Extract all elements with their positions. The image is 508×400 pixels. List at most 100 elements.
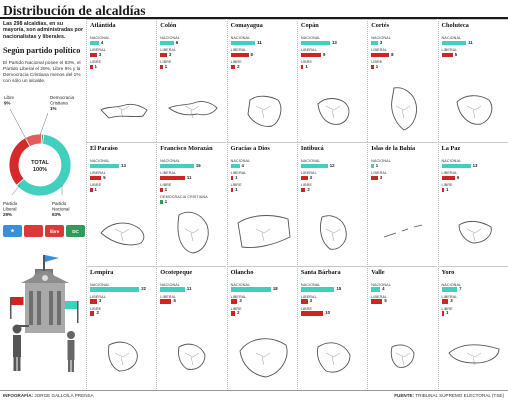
party-row-liberal: LIBERAL 5: [160, 295, 226, 306]
map-inner-lines: [466, 229, 481, 242]
department-map-icon: [316, 341, 351, 372]
donut-subtitle: Según partido político: [3, 46, 81, 55]
department-cell: La Paz NACIONAL 13 LIBERAL 6 LIBRE 1: [437, 142, 508, 266]
bar-nacional: [230, 40, 256, 45]
page-title: Distribución de alcaldías: [3, 3, 146, 18]
party-label: LIBERAL: [230, 48, 247, 52]
bar-libre: [90, 64, 93, 69]
bar-nacional: [160, 40, 174, 45]
bar-liberal: [300, 299, 308, 304]
party-label: NACIONAL: [230, 159, 251, 164]
bar-liberal: [441, 299, 449, 304]
map-outline: [178, 343, 206, 370]
bar-value: 11: [468, 39, 473, 45]
party-row-nacional: NACIONAL 18: [230, 283, 297, 294]
bar-value: 13: [472, 162, 478, 168]
donut-label-nacional-text: Partido: [52, 201, 67, 206]
bar-liberal: [230, 175, 234, 181]
party-label: LIBRE: [441, 306, 453, 311]
title-rule: [0, 17, 508, 19]
bar-liberal: [300, 52, 322, 57]
department-map-icon: [237, 215, 291, 249]
bar-value: 22: [141, 286, 147, 292]
department-cell: Valle NACIONAL 4 LIBERAL 5: [367, 265, 438, 389]
party-row-nacional: NACIONAL 15: [160, 159, 226, 170]
department-map-icon: [384, 224, 423, 238]
bar-liberal: [371, 299, 383, 304]
party-row-libre: LIBRE 2: [90, 307, 156, 318]
bar-value: 1: [375, 63, 379, 69]
department-cell: Colón NACIONAL 6 LIBERAL 3 LIBRE 1: [156, 19, 227, 142]
party-label: LIBERAL: [160, 294, 177, 299]
bar-libre: [230, 64, 236, 69]
intro-text: Las 298 alcaldías, en su mayoría, son ad…: [3, 21, 84, 40]
bar-value: 1: [235, 186, 238, 192]
bar-nacional: [90, 287, 140, 292]
party-label: LIBERAL: [160, 171, 177, 176]
bar-value: 10: [325, 310, 331, 316]
bar-value: 4: [100, 39, 104, 45]
department-cell: Ocotepeque NACIONAL 11 LIBERAL 5: [156, 265, 227, 389]
map-outline: [247, 95, 281, 127]
department-name: Olancho: [230, 268, 254, 276]
libre-flag-icon: libre: [45, 225, 64, 237]
department-cell: Cortés NACIONAL 3 LIBERAL 8 LIBRE 1: [367, 19, 438, 142]
bar-value: 3: [450, 298, 453, 304]
party-row-nacional: NACIONAL 13: [90, 159, 156, 170]
department-name: La Paz: [441, 145, 461, 153]
bar-value: 15: [195, 162, 201, 168]
credit-name: JORGE GALLO/LA PRENSA: [34, 393, 94, 398]
party-label: LIBRE: [300, 183, 313, 188]
party-row-nacional: NACIONAL 6: [160, 36, 226, 47]
source-name: TRIBUNAL SUPREMO ELECTORAL (TSE): [415, 393, 504, 398]
bar-value: 1: [94, 186, 97, 192]
party-label: NACIONAL: [441, 159, 462, 164]
party-label: LIBERAL: [441, 48, 458, 52]
department-cell: Atlántida NACIONAL 4 LIBERAL 3 LIBRE 1: [86, 19, 156, 142]
donut-leader-line: [39, 112, 49, 136]
bar-liberal: [160, 299, 172, 304]
bar-libre: [230, 311, 236, 316]
party-row-liberal: LIBERAL 1: [230, 171, 297, 182]
party-row-liberal: LIBERAL 5: [441, 48, 508, 59]
map-outline: [447, 344, 499, 364]
party-label: LIBRE: [90, 60, 102, 64]
bar-value: 1: [164, 63, 168, 69]
party-row-liberal: LIBERAL 3: [90, 295, 156, 306]
bar-value: 1: [164, 186, 168, 192]
bar-value: 8: [250, 51, 253, 57]
department-name: Lempira: [90, 268, 114, 276]
party-row-nacional: NACIONAL 12: [300, 159, 367, 170]
map-inner-lines: [255, 105, 270, 119]
bar-nacional: [300, 163, 328, 169]
bar-value: 4: [241, 162, 244, 168]
bar-value: 1: [94, 63, 97, 69]
map-inner-lines: [185, 352, 200, 365]
map-inner-lines: [114, 352, 130, 365]
summary-text: El Partido Nacional posee el 63%, el Par…: [3, 61, 81, 84]
map-outline: [177, 212, 209, 254]
bar-libre: [90, 187, 93, 193]
party-label: NACIONAL: [300, 36, 321, 40]
source-label: FUENTE:: [394, 393, 415, 398]
department-cell: Gracias a Dios NACIONAL 4 LIBERAL 1 LIBRE 1: [226, 142, 297, 266]
department-cell: Francisco Morazán NACIONAL 15 LIBERAL 11 LIBR…: [156, 142, 227, 266]
party-row-liberal: LIBERAL 5: [371, 295, 437, 306]
department-cell: Intibucá NACIONAL 12 LIBERAL 3 LIBRE 2: [296, 142, 367, 266]
department-map-icon: [108, 341, 138, 372]
party-label: NACIONAL: [371, 282, 391, 287]
left-panel: Las 298 alcaldías, en su mayoría, son ad…: [0, 19, 86, 389]
party-label: NACIONAL: [90, 159, 110, 164]
map-outline: [239, 337, 287, 378]
bar-libre: [90, 311, 95, 316]
bar-value: 11: [186, 174, 192, 180]
liberal-flag-icon: [24, 225, 43, 237]
department-name: Gracias a Dios: [230, 145, 270, 153]
bar-dc: [160, 199, 163, 205]
party-row-nacional: NACIONAL 4: [371, 283, 437, 294]
footer-rule: [0, 390, 508, 391]
donut-label-dc-text: 1%: [50, 106, 57, 111]
department-map-icon: [178, 343, 206, 370]
